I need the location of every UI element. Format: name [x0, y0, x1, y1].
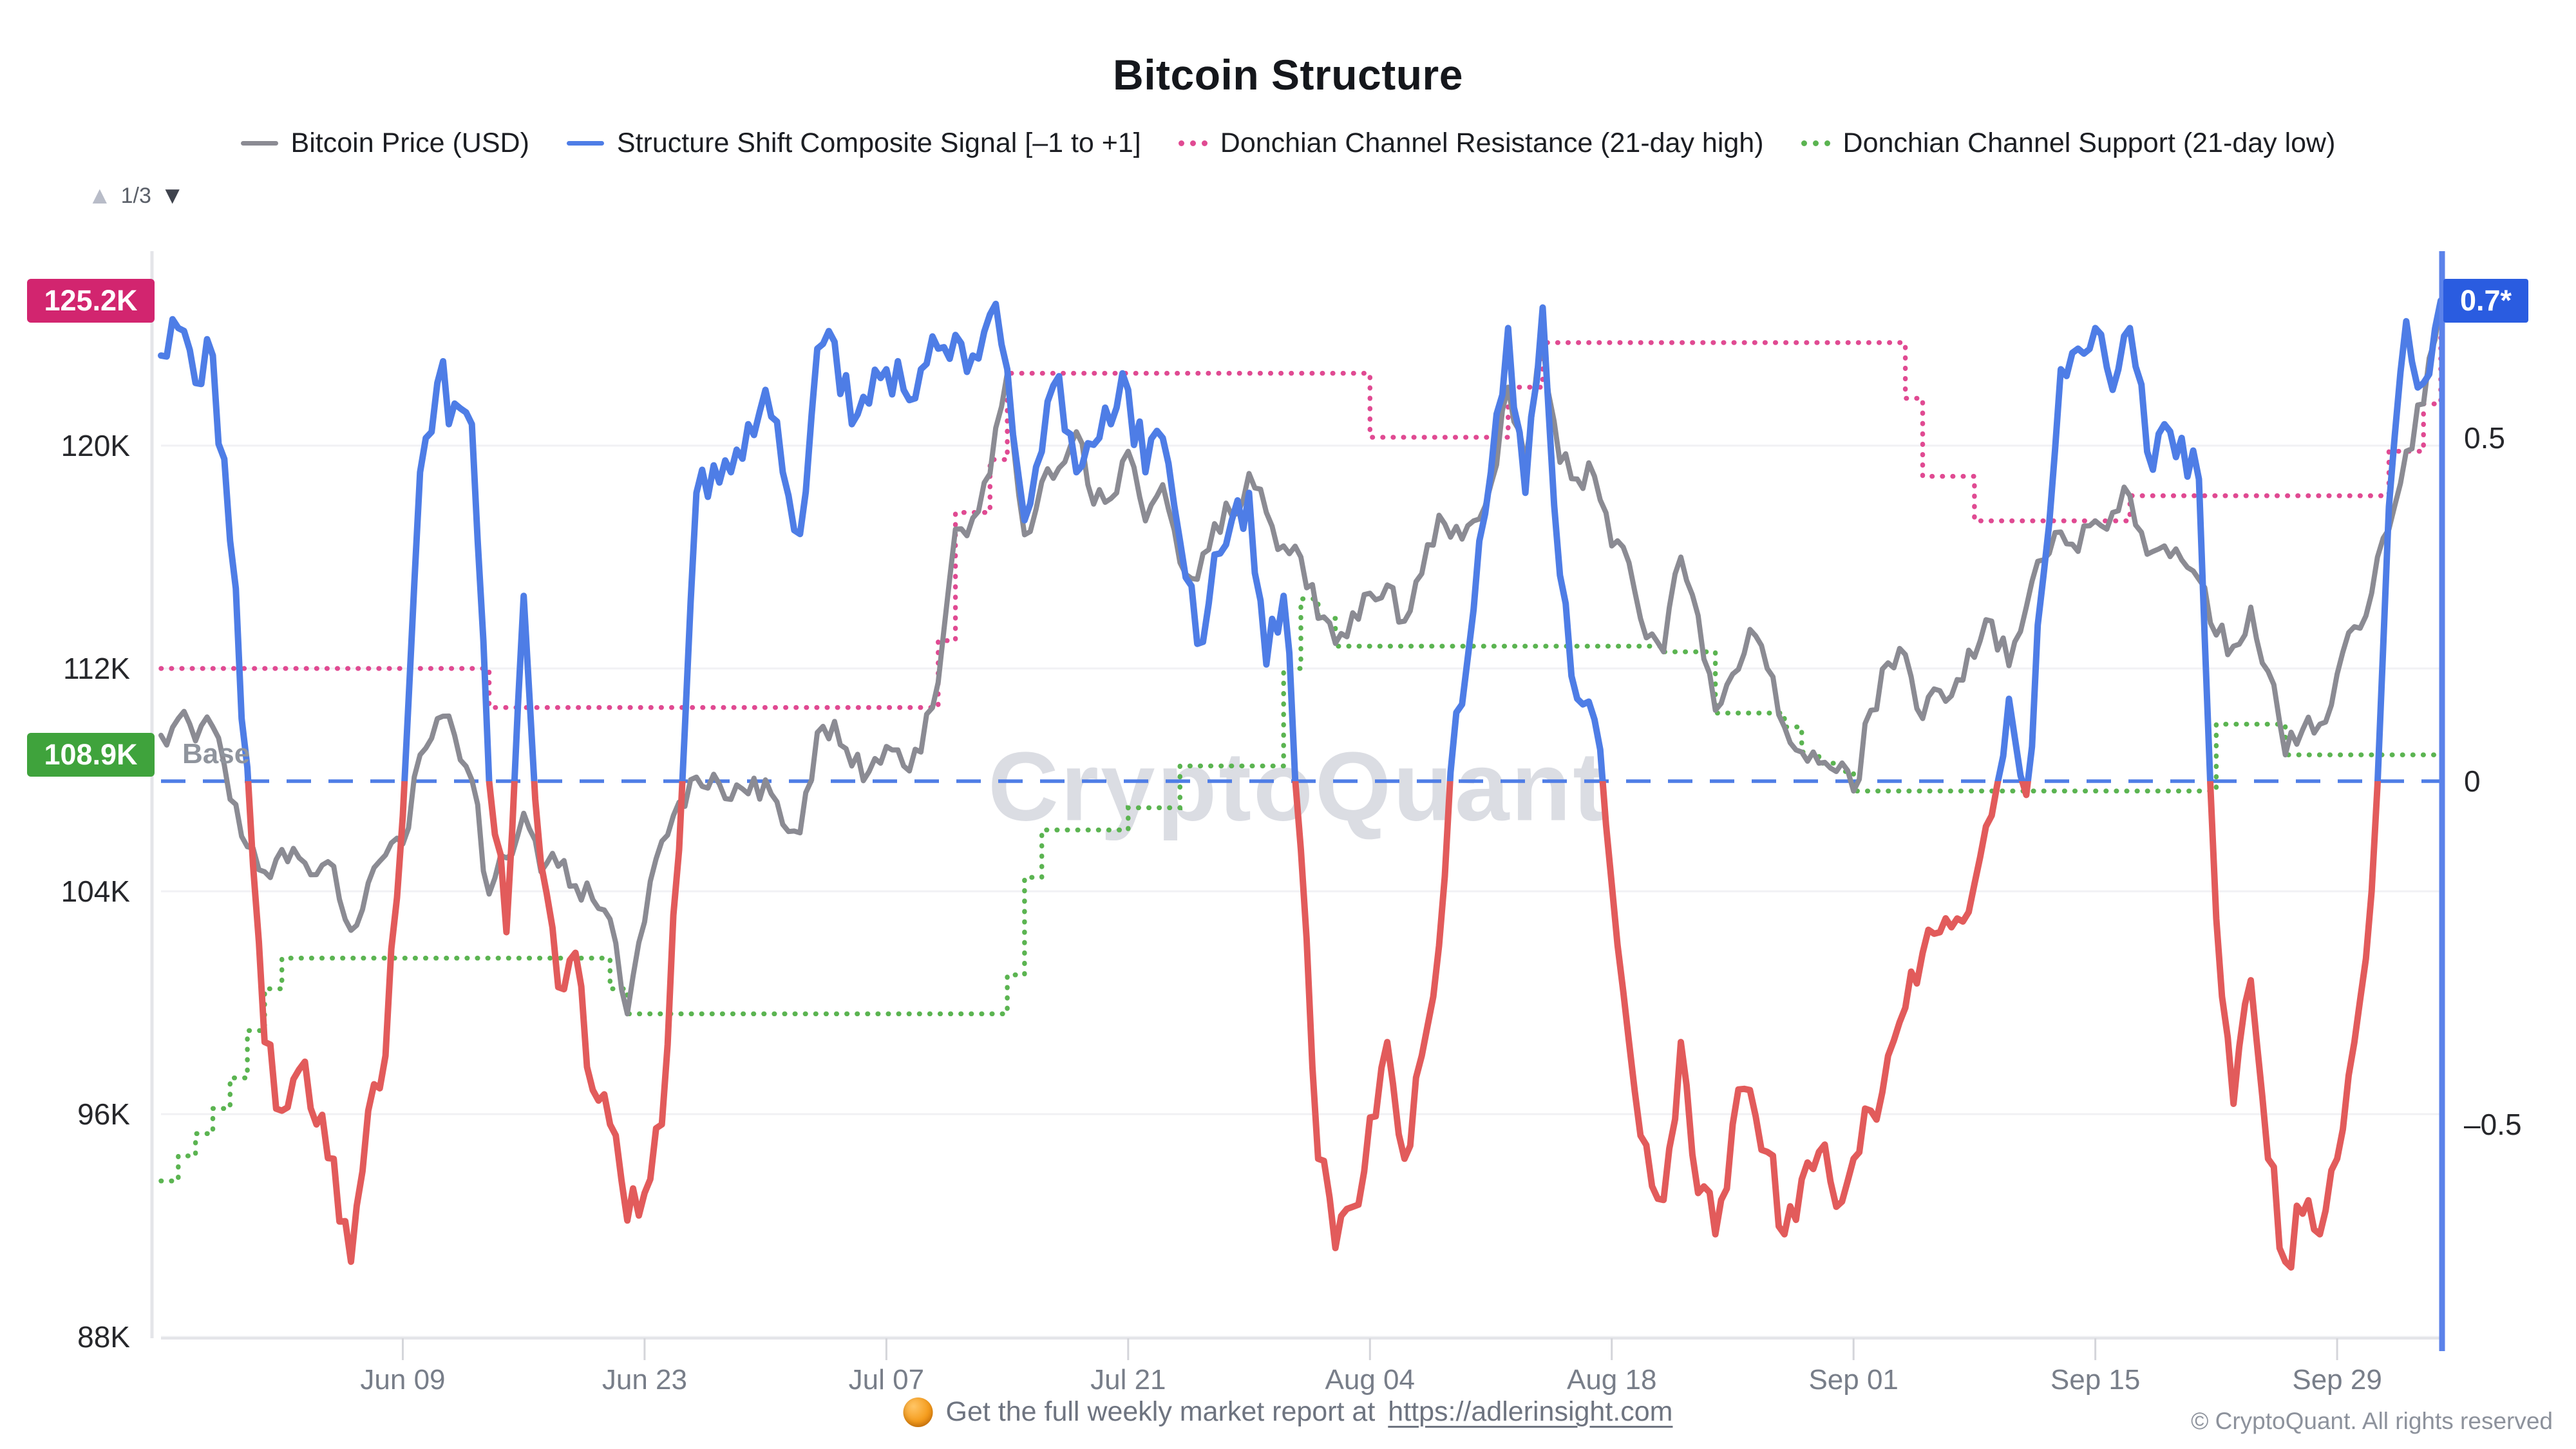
support-latest-badge: 108.9K: [27, 733, 155, 777]
date-axis-tick-label: Jun 23: [601, 1364, 687, 1396]
base-line-label: Base: [182, 738, 251, 770]
support-dotted-line: [158, 596, 2443, 1184]
resistance-dots-swatch-icon: [1178, 140, 1208, 146]
legend-label: Donchian Channel Resistance (21-day high…: [1220, 128, 1764, 158]
price-line-swatch-icon: [240, 141, 278, 146]
legend-item-resistance[interactable]: Donchian Channel Resistance (21-day high…: [1178, 128, 1764, 159]
date-axis-tick-label: Sep 29: [2292, 1364, 2382, 1396]
signal-line-negative: [245, 781, 2381, 1271]
date-axis-tick-label: Aug 04: [1325, 1364, 1415, 1396]
signal-line-swatch-icon: [566, 141, 604, 146]
orange-circle-icon: [903, 1397, 933, 1427]
page-title: Bitcoin Structure: [1113, 51, 1463, 99]
pager-label: 1/3: [120, 184, 151, 208]
legend-label: Bitcoin Price (USD): [290, 128, 529, 158]
signal-line-positive: [158, 297, 2444, 781]
signal-latest-badge: 0.7*: [2443, 279, 2528, 323]
footer-link[interactable]: https://adlerinsight.com: [1388, 1396, 1673, 1427]
pager-up-icon[interactable]: ▲: [88, 182, 112, 209]
footer-banner: Get the full weekly market report at htt…: [903, 1396, 1673, 1428]
legend-item-signal[interactable]: Structure Shift Composite Signal [–1 to …: [566, 128, 1141, 159]
legend-pager: ▲ 1/3 ▼: [88, 182, 185, 210]
date-axis-tick-label: Aug 18: [1566, 1364, 1657, 1396]
support-dots-swatch-icon: [1801, 140, 1830, 146]
legend-label: Structure Shift Composite Signal [–1 to …: [616, 128, 1141, 158]
price-axis-tick-label: 120K: [61, 429, 130, 462]
legend: Bitcoin Price (USD) Structure Shift Comp…: [0, 128, 2576, 159]
date-axis-tick-label: Jul 07: [848, 1364, 925, 1396]
price-axis-tick-label: 96K: [77, 1097, 130, 1131]
legend-label: Donchian Channel Support (21-day low): [1842, 128, 2336, 158]
signal-axis-tick-label: 0.5: [2464, 421, 2505, 455]
price-axis-tick-label: 112K: [62, 652, 130, 685]
date-axis-tick-label: Sep 01: [1808, 1364, 1899, 1396]
price-axis-tick-label: 104K: [61, 875, 130, 908]
date-axis-tick-label: Jul 21: [1090, 1364, 1166, 1396]
pager-down-icon[interactable]: ▼: [160, 182, 185, 209]
legend-item-price[interactable]: Bitcoin Price (USD): [240, 128, 529, 159]
signal-axis-tick-label: 0: [2464, 764, 2481, 798]
copyright-text: © CryptoQuant. All rights reserved: [2191, 1408, 2553, 1434]
date-axis-tick-label: Sep 15: [2050, 1364, 2141, 1396]
signal-axis-tick-label: –0.5: [2464, 1108, 2522, 1141]
date-axis-tick-label: Jun 09: [360, 1364, 446, 1396]
legend-item-support[interactable]: Donchian Channel Support (21-day low): [1801, 128, 2336, 159]
resistance-latest-badge: 125.2K: [27, 279, 155, 323]
footer-text: Get the full weekly market report at: [945, 1396, 1376, 1427]
price-axis-tick-label: 88K: [77, 1320, 130, 1354]
